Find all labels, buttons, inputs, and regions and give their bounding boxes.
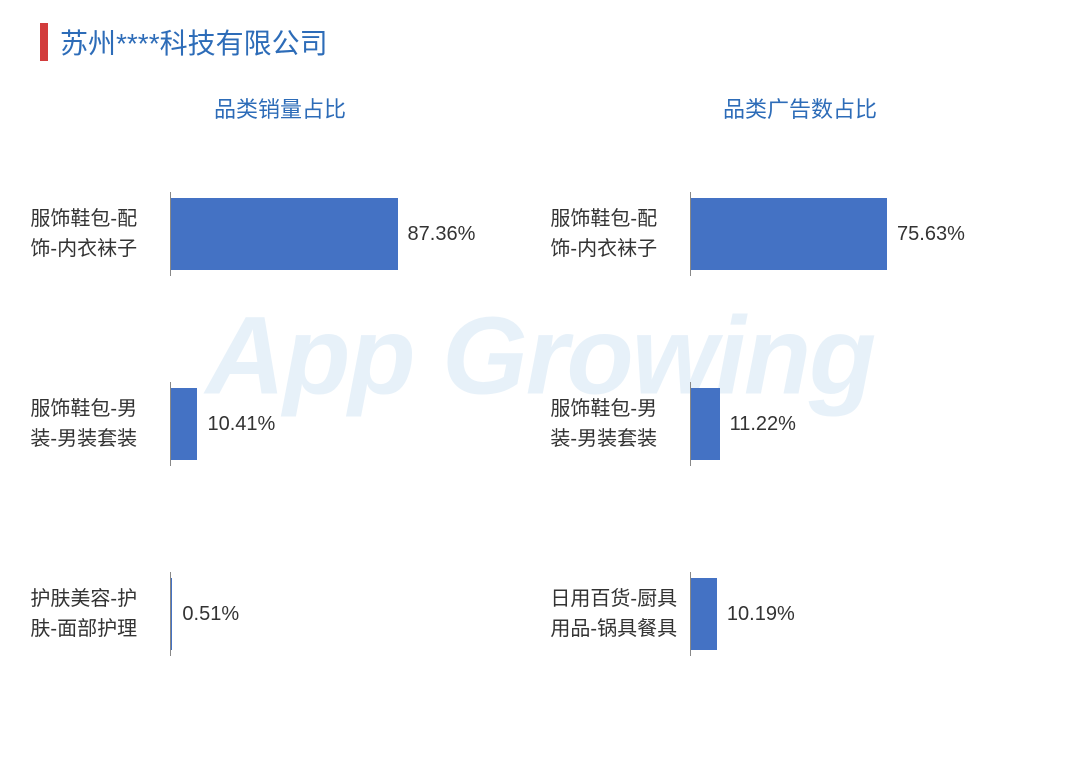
left-chart: 品类销量占比 服饰鞋包-配饰-内衣袜子 87.36% 服饰鞋包-男装-男装套装 … <box>30 92 529 654</box>
row-label: 服饰鞋包-配饰-内衣袜子 <box>30 204 170 264</box>
bar-area: 75.63% <box>690 198 1049 270</box>
bar <box>690 198 887 270</box>
axis-tick <box>690 192 691 276</box>
page-title: 苏州****科技有限公司 <box>0 0 1080 62</box>
bar-value: 75.63% <box>897 223 965 246</box>
title-accent-bar <box>40 23 48 61</box>
left-chart-title: 品类销量占比 <box>30 92 529 124</box>
bar-value: 87.36% <box>408 223 476 246</box>
row-label: 日用百货-厨具用品-锅具餐具 <box>550 584 690 644</box>
axis-tick <box>690 382 691 466</box>
bar-value: 0.51% <box>182 603 239 626</box>
bar-value: 10.41% <box>207 413 275 436</box>
axis-tick <box>170 572 171 656</box>
axis-tick <box>690 572 691 656</box>
bar-area: 87.36% <box>170 198 529 270</box>
bar-area: 10.41% <box>170 388 529 460</box>
bar-area: 11.22% <box>690 388 1049 460</box>
bar-area: 0.51% <box>170 578 529 650</box>
page-title-text: 苏州****科技有限公司 <box>60 22 328 62</box>
bar <box>690 388 719 460</box>
chart-row: 服饰鞋包-配饰-内衣袜子 87.36% <box>30 194 529 274</box>
right-chart: 品类广告数占比 服饰鞋包-配饰-内衣袜子 75.63% 服饰鞋包-男装-男装套装… <box>550 92 1049 654</box>
row-label: 护肤美容-护肤-面部护理 <box>30 584 170 644</box>
bar-value: 11.22% <box>730 413 796 436</box>
bar <box>170 388 197 460</box>
row-label: 服饰鞋包-配饰-内衣袜子 <box>550 204 690 264</box>
row-label: 服饰鞋包-男装-男装套装 <box>30 394 170 454</box>
row-label: 服饰鞋包-男装-男装套装 <box>550 394 690 454</box>
bar <box>170 198 397 270</box>
chart-row: 服饰鞋包-男装-男装套装 10.41% <box>30 384 529 464</box>
charts-container: 品类销量占比 服饰鞋包-配饰-内衣袜子 87.36% 服饰鞋包-男装-男装套装 … <box>0 62 1080 654</box>
bar <box>690 578 716 650</box>
chart-row: 护肤美容-护肤-面部护理 0.51% <box>30 574 529 654</box>
chart-row: 服饰鞋包-配饰-内衣袜子 75.63% <box>550 194 1049 274</box>
chart-row: 日用百货-厨具用品-锅具餐具 10.19% <box>550 574 1049 654</box>
axis-tick <box>170 382 171 466</box>
right-chart-title: 品类广告数占比 <box>550 92 1049 124</box>
axis-tick <box>170 192 171 276</box>
chart-row: 服饰鞋包-男装-男装套装 11.22% <box>550 384 1049 464</box>
bar-area: 10.19% <box>690 578 1049 650</box>
bar-value: 10.19% <box>727 603 795 626</box>
